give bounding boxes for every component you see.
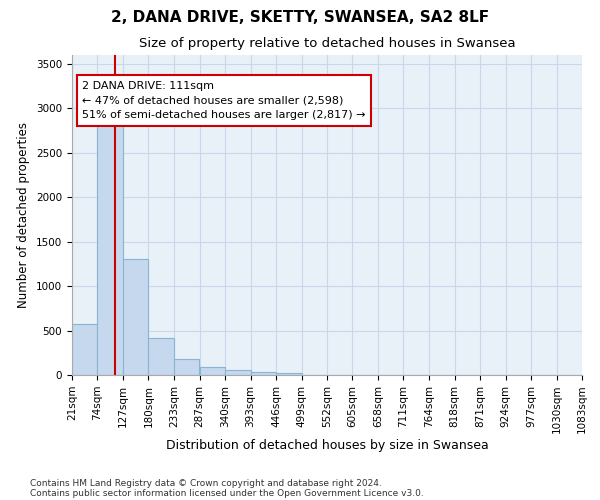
Bar [148, 338, 174, 375]
Text: 2 DANA DRIVE: 111sqm
← 47% of detached houses are smaller (2,598)
51% of semi-de: 2 DANA DRIVE: 111sqm ← 47% of detached h… [82, 80, 366, 120]
X-axis label: Distribution of detached houses by size in Swansea: Distribution of detached houses by size … [166, 439, 488, 452]
Title: Size of property relative to detached houses in Swansea: Size of property relative to detached ho… [139, 36, 515, 50]
Bar [174, 360, 199, 375]
Text: 2, DANA DRIVE, SKETTY, SWANSEA, SA2 8LF: 2, DANA DRIVE, SKETTY, SWANSEA, SA2 8LF [111, 10, 489, 25]
Bar [276, 373, 302, 375]
Text: Contains public sector information licensed under the Open Government Licence v3: Contains public sector information licen… [30, 488, 424, 498]
Bar [251, 372, 276, 375]
Bar [225, 370, 251, 375]
Y-axis label: Number of detached properties: Number of detached properties [17, 122, 31, 308]
Bar [200, 367, 225, 375]
Bar [97, 116, 123, 375]
Bar [72, 324, 97, 375]
Text: Contains HM Land Registry data © Crown copyright and database right 2024.: Contains HM Land Registry data © Crown c… [30, 478, 382, 488]
Bar [123, 260, 148, 375]
